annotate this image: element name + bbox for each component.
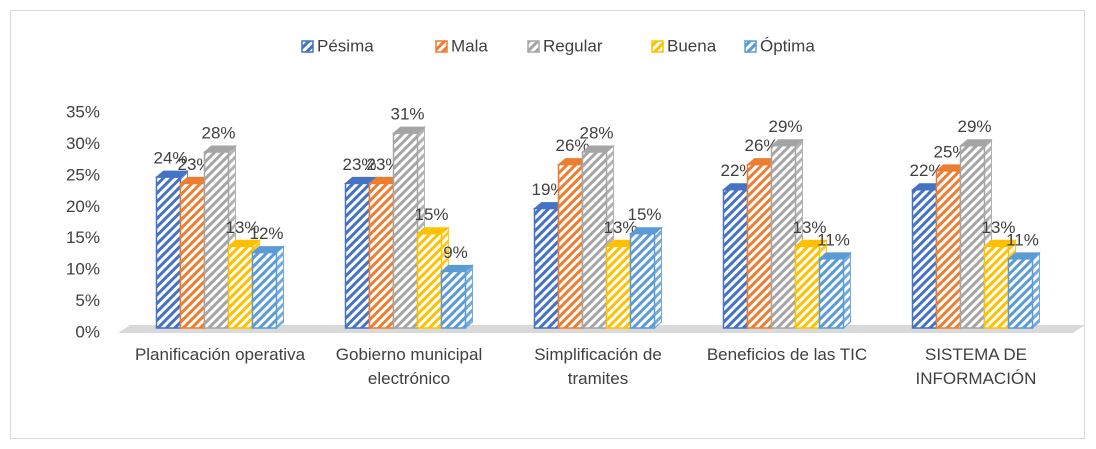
bar: [392, 132, 419, 329]
data-label: 22%: [909, 161, 943, 180]
y-tick-label: 35%: [66, 102, 100, 121]
legend-swatch: [527, 40, 540, 53]
data-label: 9%: [443, 243, 468, 262]
legend-label: Óptima: [760, 36, 815, 55]
data-label: 11%: [1006, 230, 1039, 249]
bar: [581, 151, 608, 329]
bar-side: [1032, 251, 1040, 330]
data-label: 13%: [981, 218, 1015, 237]
data-label: 23%: [177, 155, 211, 174]
x-tick-label: Beneficios de las TIC: [706, 345, 868, 364]
data-label: 28%: [579, 123, 613, 142]
y-tick-label: 15%: [66, 228, 100, 247]
data-label: 13%: [603, 218, 637, 237]
bar: [416, 232, 443, 329]
data-label: 31%: [390, 105, 424, 124]
bar-side: [276, 245, 284, 330]
data-label: 28%: [201, 123, 235, 142]
bar: [983, 245, 1010, 329]
data-label: 29%: [768, 117, 802, 136]
bar: [440, 270, 467, 329]
bar-side: [465, 264, 473, 330]
data-label: 24%: [153, 149, 187, 168]
y-tick-label: 20%: [66, 197, 100, 216]
data-label: 22%: [720, 161, 754, 180]
legend-swatch: [651, 40, 664, 53]
legend-swatch: [301, 40, 314, 53]
legend-swatch: [744, 40, 757, 53]
bar: [935, 170, 962, 329]
data-label: 15%: [414, 205, 448, 224]
data-label: 23%: [342, 155, 376, 174]
data-label: 15%: [627, 205, 661, 224]
data-label: 19%: [531, 180, 565, 199]
data-label: 29%: [957, 117, 991, 136]
bar: [818, 258, 845, 329]
legend-swatch: [435, 40, 448, 53]
bar: [251, 251, 278, 329]
y-tick-label: 25%: [66, 165, 100, 184]
y-tick-label: 5%: [75, 291, 100, 310]
bar: [227, 245, 254, 329]
x-tick-label: Gobierno municipal electrónico: [335, 345, 483, 388]
bar: [179, 182, 206, 329]
bar: [533, 207, 560, 329]
y-tick-label: 10%: [66, 260, 100, 279]
bar-side: [654, 226, 662, 330]
data-label: 26%: [744, 136, 778, 155]
legend-label: Buena: [667, 36, 717, 55]
data-label: 25%: [933, 142, 967, 161]
x-tick-label: Planificación operativa: [134, 345, 306, 364]
y-tick-label: 0%: [75, 322, 100, 341]
bar: [629, 232, 656, 329]
bar: [344, 182, 371, 329]
bar-side: [843, 251, 851, 330]
legend-label: Pésima: [317, 36, 374, 55]
data-label: 11%: [817, 230, 850, 249]
bar: [959, 144, 986, 329]
data-label: 23%: [366, 155, 400, 174]
bar: [605, 245, 632, 329]
bar: [1007, 258, 1034, 329]
bar: [557, 163, 584, 329]
bar: [746, 163, 773, 329]
y-tick-label: 30%: [66, 134, 100, 153]
legend-label: Regular: [543, 36, 603, 55]
bar: [155, 176, 182, 329]
data-label: 13%: [792, 218, 826, 237]
bar: [770, 144, 797, 329]
data-label: 26%: [555, 136, 589, 155]
data-label: 13%: [225, 218, 259, 237]
legend-label: Mala: [451, 36, 488, 55]
bar: [203, 151, 230, 329]
data-label: 12%: [249, 224, 283, 243]
x-tick-label: SISTEMA DE INFORMACIÓN: [915, 345, 1037, 388]
bar: [794, 245, 821, 329]
bar: [911, 188, 938, 329]
bar: [368, 182, 395, 329]
x-tick-label: Simplificación de tramites: [534, 345, 662, 388]
bar: [722, 188, 749, 329]
